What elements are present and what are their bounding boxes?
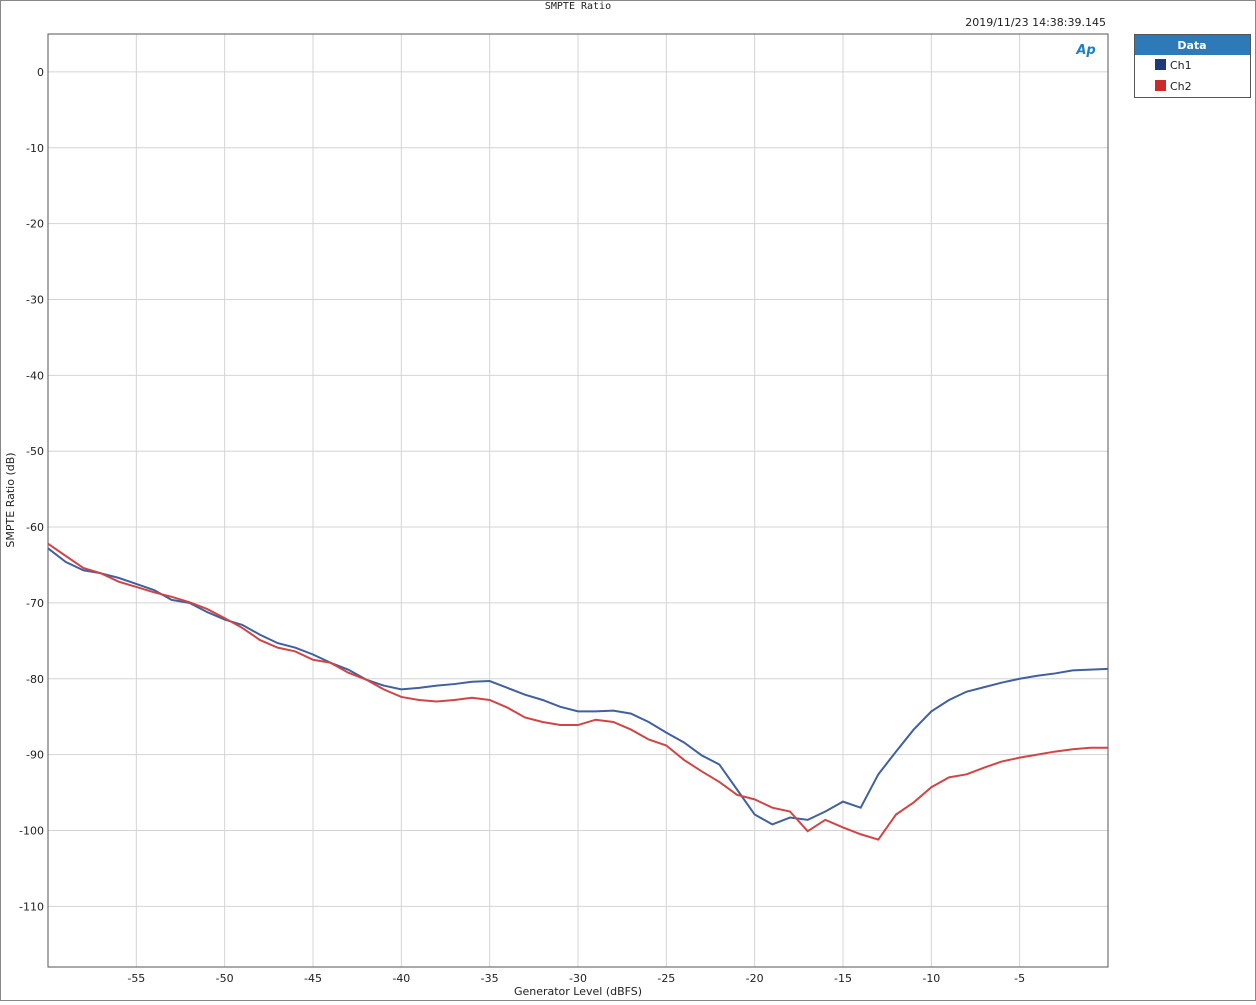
x-tick-label: -20 — [746, 972, 764, 985]
y-tick-label: -40 — [26, 369, 44, 382]
legend-swatch — [1155, 80, 1166, 91]
legend-swatch — [1155, 59, 1166, 70]
x-tick-label: -50 — [216, 972, 234, 985]
y-tick-label: -20 — [26, 218, 44, 231]
legend-header — [1135, 35, 1250, 55]
x-tick-label: -15 — [834, 972, 852, 985]
plot-area — [47, 33, 1109, 968]
y-tick-label: -70 — [26, 597, 44, 610]
series-line — [47, 547, 1109, 826]
x-tick-label: -10 — [922, 972, 940, 985]
y-tick-label: -80 — [26, 673, 44, 686]
y-tick-label: 0 — [37, 66, 44, 79]
x-tick-label: -30 — [569, 972, 587, 985]
series-line — [47, 542, 1108, 841]
y-axis-label: SMPTE Ratio (dB) — [4, 452, 17, 547]
y-tick-label: -110 — [19, 900, 44, 913]
legend-label: Ch2 — [1170, 80, 1192, 93]
y-tick-label: -50 — [26, 445, 44, 458]
y-tick-label: -10 — [26, 142, 44, 155]
logo: Ap — [1075, 43, 1095, 58]
x-tick-label: -55 — [127, 972, 145, 985]
legend-title: Data — [1177, 39, 1206, 52]
legend-label: Ch1 — [1170, 59, 1192, 72]
x-tick-label: -40 — [392, 972, 410, 985]
x-tick-label: -25 — [657, 972, 675, 985]
x-tick-label: -45 — [304, 972, 322, 985]
x-axis-label: Generator Level (dBFS) — [514, 985, 642, 998]
timestamp: 2019/11/23 14:38:39.145 — [965, 16, 1106, 29]
y-tick-label: -30 — [26, 293, 44, 306]
chart-title: SMPTE Ratio — [545, 1, 611, 12]
y-tick-label: -100 — [19, 824, 44, 837]
y-tick-label: -60 — [26, 521, 44, 534]
x-tick-label: -5 — [1014, 972, 1025, 985]
y-tick-label: -90 — [26, 749, 44, 762]
x-tick-label: -35 — [481, 972, 499, 985]
